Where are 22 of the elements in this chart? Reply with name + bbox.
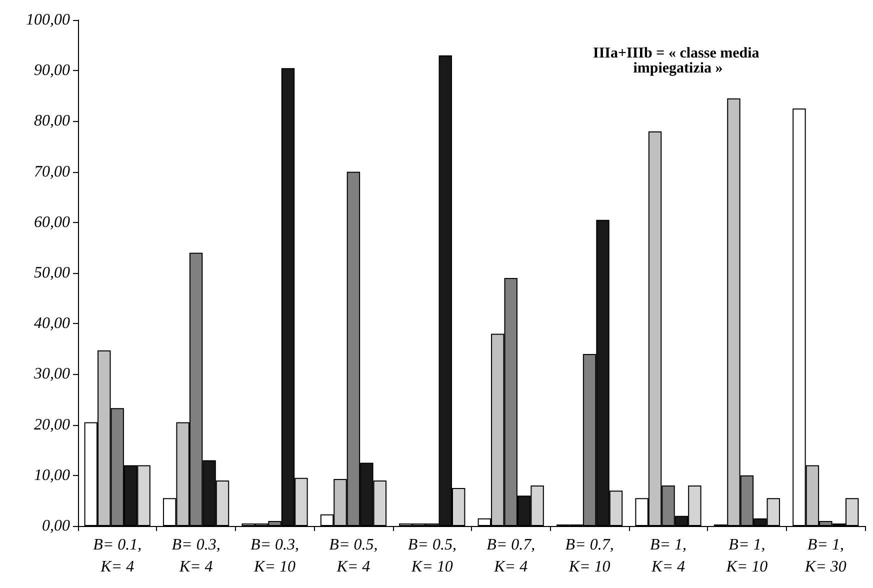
y-tick-label: 30,00 [33, 366, 70, 383]
annotation: IIIa+IIIb = « classe media impiegatizia » [592, 46, 764, 76]
x-tick-label: B= 1, K= 30 [804, 536, 846, 576]
y-tick-label: 60,00 [34, 214, 70, 231]
y-tick-label: 100,00 [26, 12, 70, 28]
y-tick-label: 20,00 [34, 416, 70, 434]
x-tick-label: B= 0.5, K= 10 [408, 536, 456, 576]
y-tick-label: 80,00 [34, 112, 70, 130]
y-tick-label: 70,00 [34, 163, 70, 180]
y-tick-label: 10,00 [34, 466, 70, 484]
x-tick-label: B= 0.3, K= 10 [250, 536, 300, 576]
x-tick-label: B= 0.7, K= 10 [565, 536, 614, 576]
y-tick-label: 50,00 [34, 264, 70, 282]
x-tick-label: B= 0.1, K= 4 [93, 536, 142, 576]
y-tick-label: 90,00 [34, 62, 70, 80]
x-tick-label: B= 0.7, K= 4 [486, 536, 536, 576]
y-tick-label: 40,00 [34, 315, 70, 332]
x-tick-label: B= 0.3, K= 4 [172, 536, 220, 576]
x-tick-label: B= 1, K= 10 [725, 536, 768, 576]
x-tick-label: B= 1, K= 4 [650, 536, 687, 576]
y-tick-label: 0,00 [42, 518, 70, 534]
x-tick-label: B= 0.5, K= 4 [329, 536, 378, 576]
